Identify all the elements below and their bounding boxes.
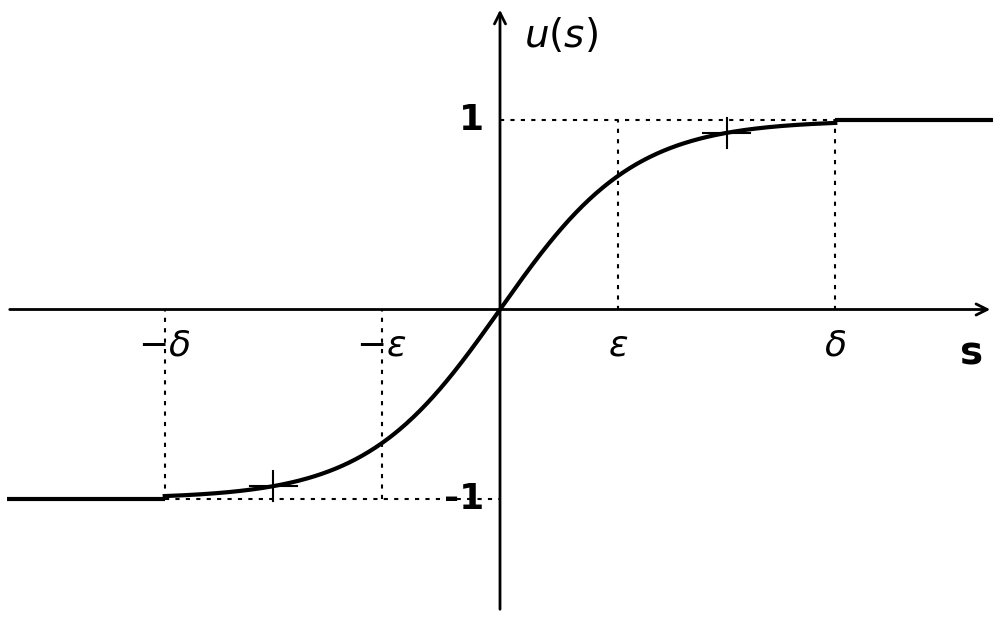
- Text: $-\varepsilon$: $-\varepsilon$: [356, 329, 407, 362]
- Text: 1: 1: [459, 103, 484, 137]
- Text: $\delta$: $\delta$: [824, 329, 846, 362]
- Text: s: s: [960, 334, 983, 372]
- Text: $-\delta$: $-\delta$: [138, 329, 191, 362]
- Text: -1: -1: [444, 482, 484, 516]
- Text: $\varepsilon$: $\varepsilon$: [608, 329, 628, 362]
- Text: $u(s)$: $u(s)$: [524, 16, 598, 55]
